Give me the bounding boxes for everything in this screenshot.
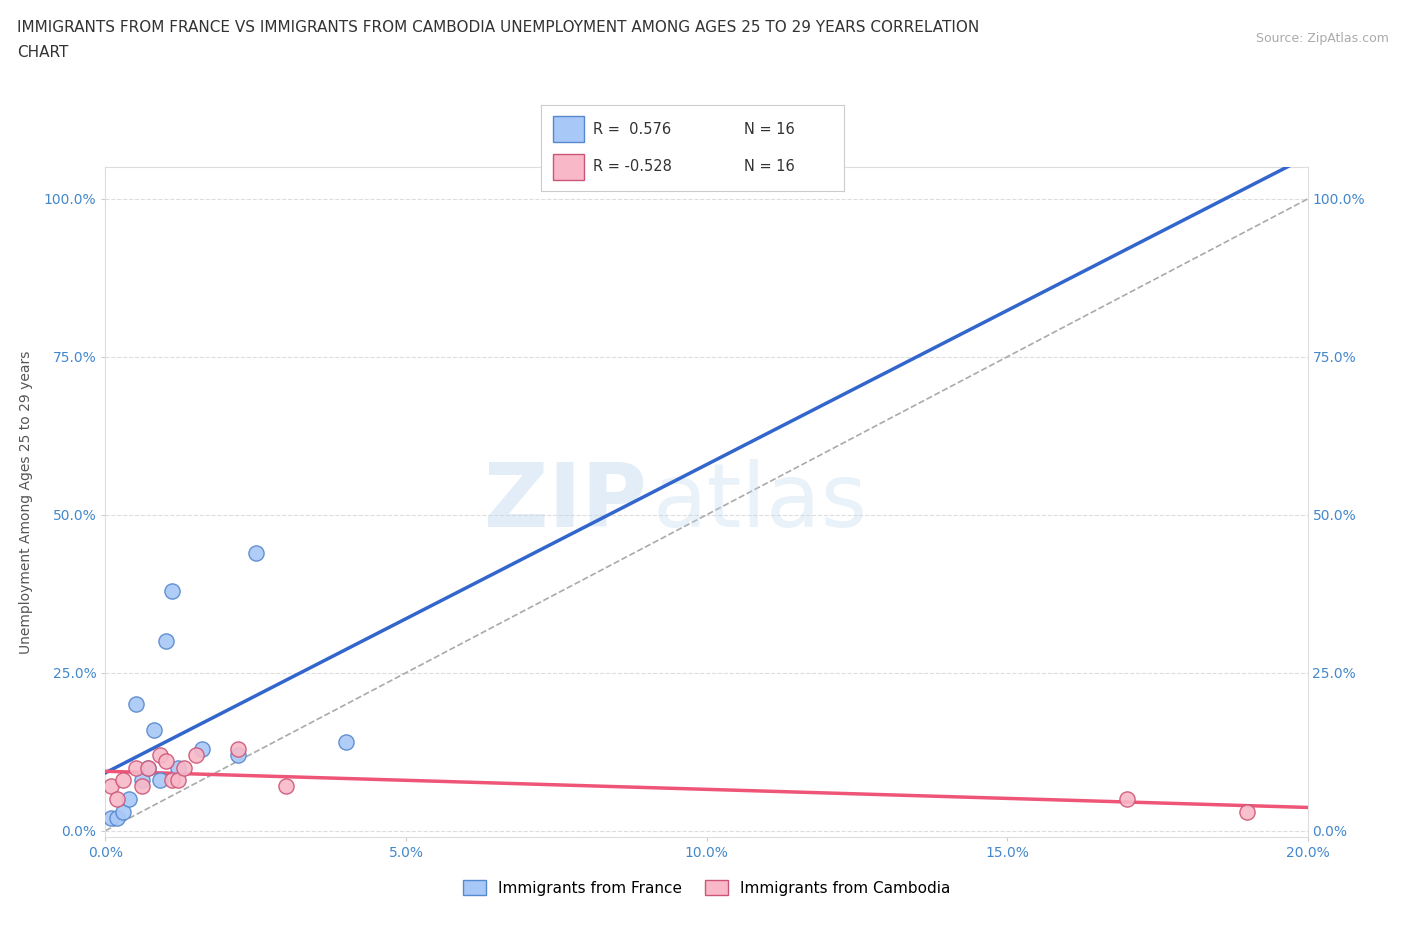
Text: CHART: CHART bbox=[17, 45, 69, 60]
Point bbox=[274, 779, 297, 794]
Text: ZIP: ZIP bbox=[484, 458, 647, 546]
Text: Source: ZipAtlas.com: Source: ZipAtlas.com bbox=[1256, 32, 1389, 45]
Point bbox=[166, 760, 188, 775]
Text: IMMIGRANTS FROM FRANCE VS IMMIGRANTS FROM CAMBODIA UNEMPLOYMENT AMONG AGES 25 TO: IMMIGRANTS FROM FRANCE VS IMMIGRANTS FRO… bbox=[17, 20, 979, 35]
Point bbox=[226, 748, 249, 763]
Point bbox=[173, 760, 195, 775]
Point bbox=[136, 760, 159, 775]
Point bbox=[107, 791, 129, 806]
Point bbox=[166, 773, 188, 788]
Point bbox=[226, 741, 249, 756]
Text: N = 16: N = 16 bbox=[744, 122, 794, 137]
Point bbox=[1116, 791, 1139, 806]
Point bbox=[148, 773, 170, 788]
Text: atlas: atlas bbox=[652, 458, 868, 546]
FancyBboxPatch shape bbox=[554, 153, 583, 179]
Point bbox=[131, 779, 153, 794]
Text: R =  0.576: R = 0.576 bbox=[593, 122, 671, 137]
Point bbox=[118, 791, 141, 806]
Point bbox=[160, 773, 183, 788]
Text: N = 16: N = 16 bbox=[744, 159, 794, 174]
Point bbox=[335, 735, 357, 750]
Point bbox=[124, 697, 146, 711]
Point bbox=[100, 811, 122, 826]
Point bbox=[107, 811, 129, 826]
Point bbox=[245, 545, 267, 560]
FancyBboxPatch shape bbox=[554, 116, 583, 142]
Point bbox=[155, 633, 177, 648]
Point bbox=[155, 753, 177, 768]
Text: R = -0.528: R = -0.528 bbox=[593, 159, 672, 174]
Point bbox=[100, 779, 122, 794]
Point bbox=[160, 583, 183, 598]
Point bbox=[131, 773, 153, 788]
Point bbox=[124, 760, 146, 775]
Point bbox=[148, 748, 170, 763]
Point bbox=[142, 723, 165, 737]
Point bbox=[1236, 804, 1258, 819]
Point bbox=[112, 773, 135, 788]
Legend: Immigrants from France, Immigrants from Cambodia: Immigrants from France, Immigrants from … bbox=[457, 873, 956, 902]
Point bbox=[184, 748, 207, 763]
Point bbox=[112, 804, 135, 819]
Point bbox=[136, 760, 159, 775]
Y-axis label: Unemployment Among Ages 25 to 29 years: Unemployment Among Ages 25 to 29 years bbox=[18, 351, 32, 654]
Point bbox=[190, 741, 212, 756]
